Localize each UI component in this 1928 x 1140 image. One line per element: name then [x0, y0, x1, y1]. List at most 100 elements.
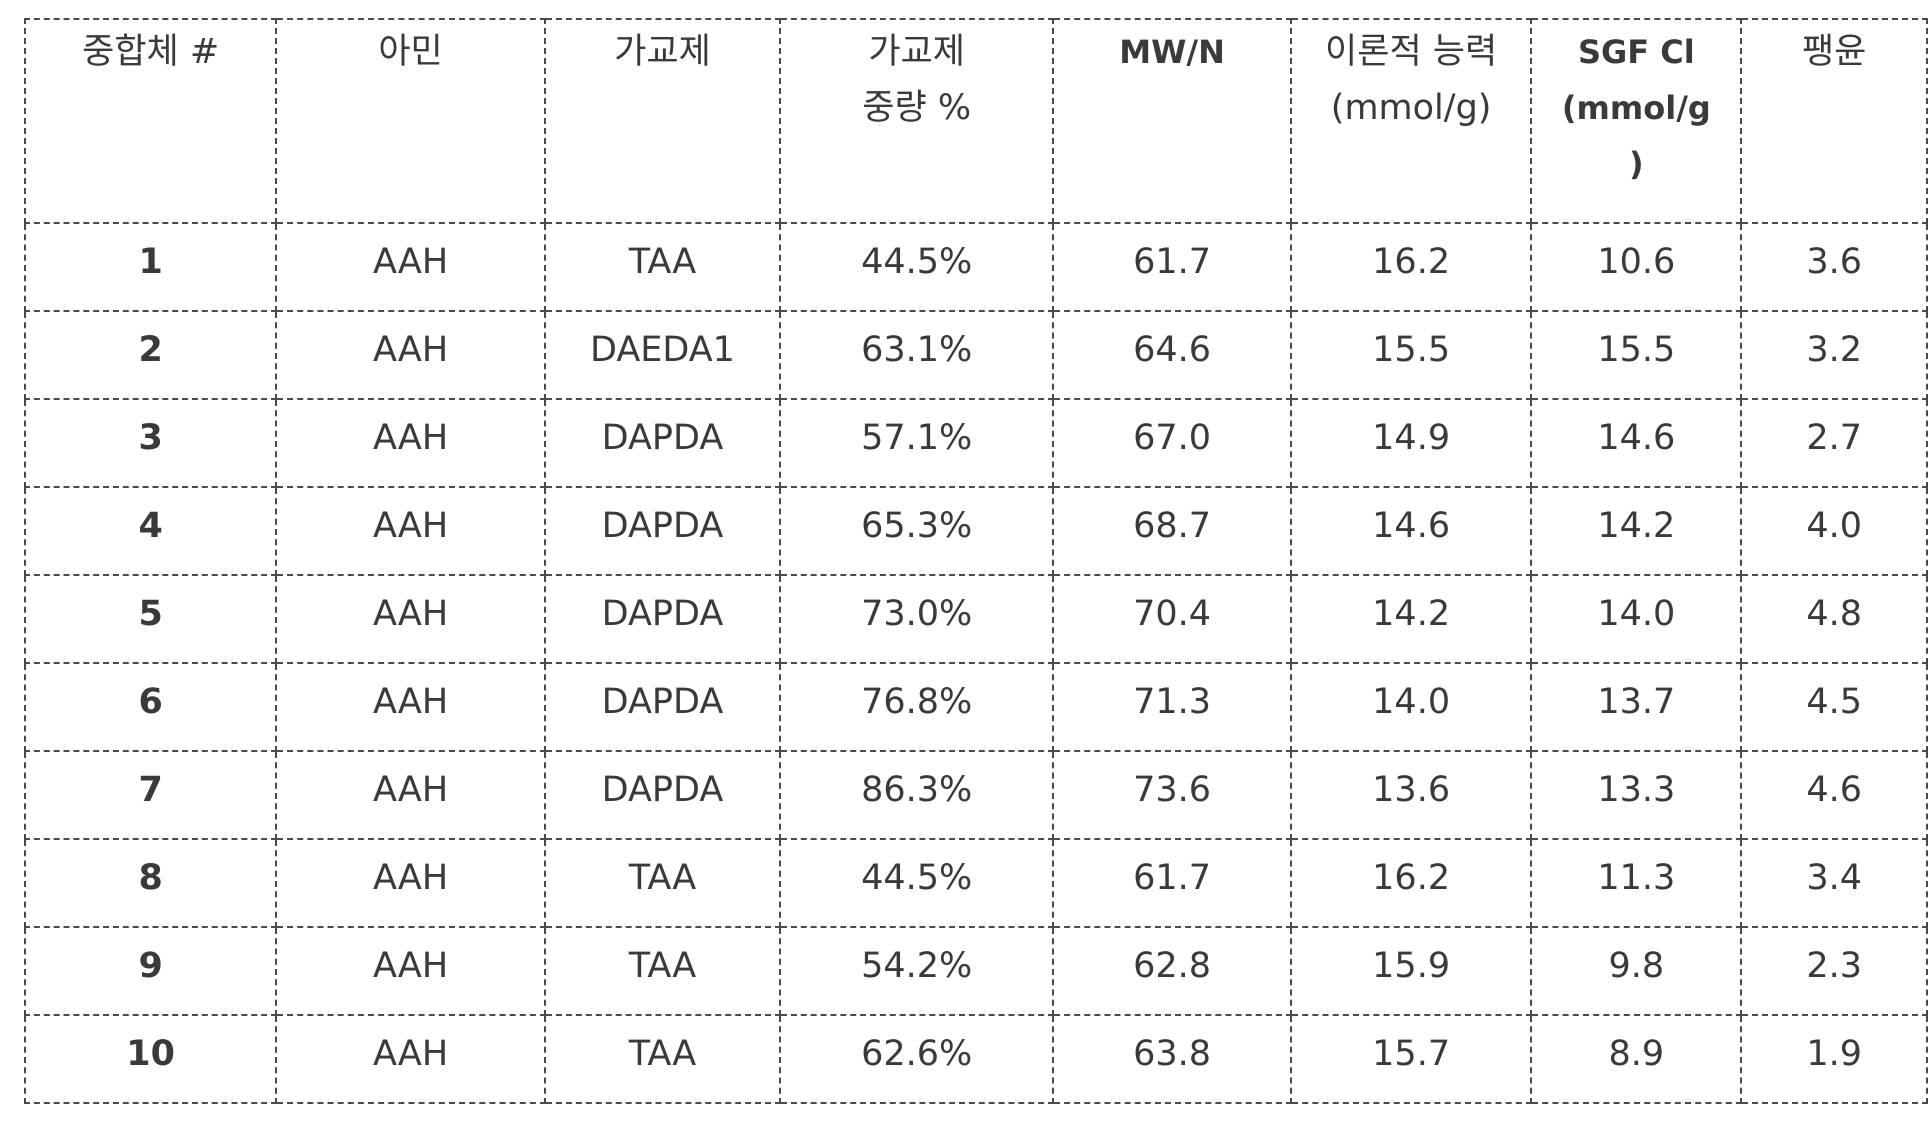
cell-mw-n: 68.7 — [1052, 486, 1292, 576]
cell-theoretical-capacity: 13.6 — [1289, 750, 1533, 840]
cell-crosslinker-weight: 65.3% — [779, 486, 1055, 576]
cell-sgf-cl: 15.5 — [1530, 310, 1743, 400]
cell-mw-n: 70.4 — [1052, 574, 1292, 664]
header-row: 중합체 # 아민 가교제 가교제 중량 % MW/N 이론적 능력 (mmol/ — [23, 18, 1928, 224]
table-row: 2 AAH DAEDA1 63.1% 64.6 15.5 15.5 3.2 — [23, 310, 1928, 400]
cell-swelling: 4.5 — [1740, 662, 1928, 752]
header-crosslinker-weight: 가교제 중량 % — [779, 18, 1055, 224]
cell-swelling: 1.9 — [1740, 1014, 1928, 1104]
cell-swelling: 3.4 — [1740, 838, 1928, 928]
cell-polymer-number: 8 — [23, 838, 278, 928]
cell-sgf-cl: 8.9 — [1530, 1014, 1743, 1104]
table-row: 9 AAH TAA 54.2% 62.8 15.9 9.8 2.3 — [23, 926, 1928, 1016]
table-row: 10 AAH TAA 62.6% 63.8 15.7 8.9 1.9 — [23, 1014, 1928, 1104]
cell-sgf-cl: 13.7 — [1530, 662, 1743, 752]
polymer-data-table-container: 중합체 # 아민 가교제 가교제 중량 % MW/N 이론적 능력 (mmol/ — [23, 18, 1928, 1104]
table-row: 6 AAH DAPDA 76.8% 71.3 14.0 13.7 4.5 — [23, 662, 1928, 752]
table-row: 3 AAH DAPDA 57.1% 67.0 14.9 14.6 2.7 — [23, 398, 1928, 488]
header-text: 중량 % — [862, 88, 972, 128]
cell-polymer-number: 1 — [23, 222, 278, 312]
cell-polymer-number: 5 — [23, 574, 278, 664]
cell-crosslinker-weight: 54.2% — [779, 926, 1055, 1016]
cell-swelling: 3.2 — [1740, 310, 1928, 400]
cell-mw-n: 73.6 — [1052, 750, 1292, 840]
cell-polymer-number: 2 — [23, 310, 278, 400]
cell-crosslinker: DAPDA — [543, 486, 782, 576]
cell-theoretical-capacity: 15.9 — [1289, 926, 1533, 1016]
header-polymer-number: 중합체 # — [23, 18, 278, 224]
header-mw-n: MW/N — [1052, 18, 1292, 224]
cell-crosslinker: TAA — [543, 1014, 782, 1104]
cell-amine: AAH — [275, 574, 546, 664]
cell-polymer-number: 7 — [23, 750, 278, 840]
cell-polymer-number: 4 — [23, 486, 278, 576]
cell-theoretical-capacity: 14.9 — [1289, 398, 1533, 488]
header-text: 가교제 — [868, 32, 965, 72]
cell-amine: AAH — [275, 310, 546, 400]
cell-crosslinker: DAPDA — [543, 750, 782, 840]
header-text: (mmol/g) — [1330, 88, 1492, 128]
cell-amine: AAH — [275, 750, 546, 840]
cell-mw-n: 62.8 — [1052, 926, 1292, 1016]
header-sgf-cl: SGF Cl (mmol/g ) — [1530, 18, 1743, 224]
cell-mw-n: 61.7 — [1052, 838, 1292, 928]
header-text: SGF Cl — [1577, 33, 1695, 71]
header-text: 중합체 # — [82, 32, 220, 72]
cell-swelling: 4.0 — [1740, 486, 1928, 576]
cell-crosslinker: TAA — [543, 222, 782, 312]
cell-swelling: 4.6 — [1740, 750, 1928, 840]
cell-crosslinker: DAEDA1 — [543, 310, 782, 400]
cell-crosslinker: DAPDA — [543, 398, 782, 488]
cell-crosslinker-weight: 86.3% — [779, 750, 1055, 840]
cell-sgf-cl: 13.3 — [1530, 750, 1743, 840]
table-row: 8 AAH TAA 44.5% 61.7 16.2 11.3 3.4 — [23, 838, 1928, 928]
header-text: ) — [1629, 145, 1644, 183]
cell-mw-n: 63.8 — [1052, 1014, 1292, 1104]
cell-sgf-cl: 9.8 — [1530, 926, 1743, 1016]
cell-sgf-cl: 10.6 — [1530, 222, 1743, 312]
cell-amine: AAH — [275, 398, 546, 488]
header-text: 아민 — [378, 32, 443, 72]
table-row: 5 AAH DAPDA 73.0% 70.4 14.2 14.0 4.8 — [23, 574, 1928, 664]
cell-sgf-cl: 14.2 — [1530, 486, 1743, 576]
cell-mw-n: 61.7 — [1052, 222, 1292, 312]
cell-crosslinker-weight: 62.6% — [779, 1014, 1055, 1104]
cell-amine: AAH — [275, 662, 546, 752]
polymer-data-table: 중합체 # 아민 가교제 가교제 중량 % MW/N 이론적 능력 (mmol/ — [23, 18, 1928, 1104]
cell-swelling: 4.8 — [1740, 574, 1928, 664]
cell-sgf-cl: 11.3 — [1530, 838, 1743, 928]
cell-theoretical-capacity: 16.2 — [1289, 222, 1533, 312]
cell-crosslinker: DAPDA — [543, 574, 782, 664]
cell-sgf-cl: 14.6 — [1530, 398, 1743, 488]
cell-polymer-number: 9 — [23, 926, 278, 1016]
cell-sgf-cl: 14.0 — [1530, 574, 1743, 664]
cell-crosslinker-weight: 44.5% — [779, 838, 1055, 928]
cell-mw-n: 67.0 — [1052, 398, 1292, 488]
cell-theoretical-capacity: 15.5 — [1289, 310, 1533, 400]
cell-swelling: 2.3 — [1740, 926, 1928, 1016]
cell-polymer-number: 3 — [23, 398, 278, 488]
cell-theoretical-capacity: 14.0 — [1289, 662, 1533, 752]
cell-theoretical-capacity: 14.2 — [1289, 574, 1533, 664]
cell-crosslinker-weight: 63.1% — [779, 310, 1055, 400]
cell-theoretical-capacity: 15.7 — [1289, 1014, 1533, 1104]
cell-mw-n: 71.3 — [1052, 662, 1292, 752]
cell-amine: AAH — [275, 222, 546, 312]
cell-theoretical-capacity: 16.2 — [1289, 838, 1533, 928]
cell-crosslinker-weight: 44.5% — [779, 222, 1055, 312]
header-amine: 아민 — [275, 18, 546, 224]
cell-polymer-number: 10 — [23, 1014, 278, 1104]
header-crosslinker: 가교제 — [543, 18, 782, 224]
cell-amine: AAH — [275, 926, 546, 1016]
header-text: 가교제 — [614, 32, 711, 72]
header-text: MW/N — [1119, 33, 1225, 71]
cell-amine: AAH — [275, 838, 546, 928]
cell-crosslinker: TAA — [543, 838, 782, 928]
cell-swelling: 3.6 — [1740, 222, 1928, 312]
header-theoretical-capacity: 이론적 능력 (mmol/g) — [1289, 18, 1533, 224]
cell-theoretical-capacity: 14.6 — [1289, 486, 1533, 576]
cell-amine: AAH — [275, 486, 546, 576]
table-row: 4 AAH DAPDA 65.3% 68.7 14.6 14.2 4.0 — [23, 486, 1928, 576]
cell-polymer-number: 6 — [23, 662, 278, 752]
header-swelling: 팽윤 — [1740, 18, 1928, 224]
